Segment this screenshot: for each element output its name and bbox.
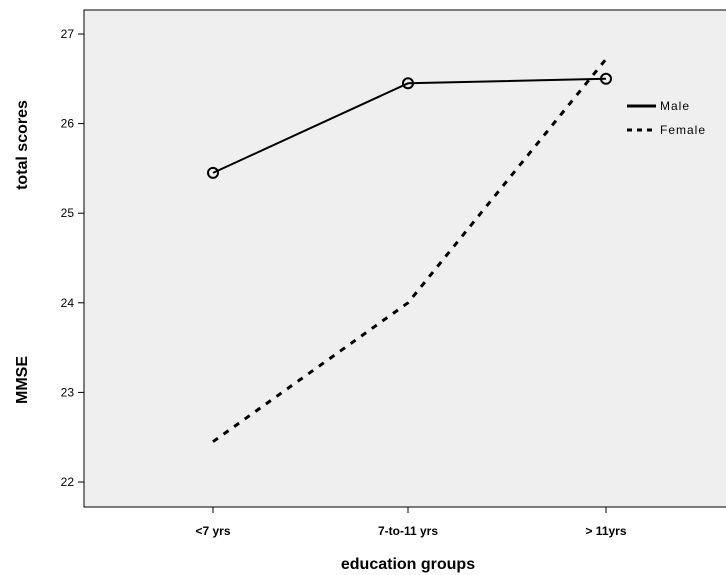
y-tick-label: 25 xyxy=(61,206,75,220)
legend-label-male: Male xyxy=(660,99,690,113)
y-tick-label: 27 xyxy=(61,27,75,41)
y-tick-label: 22 xyxy=(61,475,75,489)
y-tick-label: 26 xyxy=(61,117,75,131)
x-tick-label: > 11yrs xyxy=(585,524,626,538)
x-tick-label: 7-to-11 yrs xyxy=(378,524,438,538)
y-axis-title-mmse: MMSE xyxy=(14,356,31,404)
y-axis-title-total-scores: total scores xyxy=(14,100,31,190)
x-axis-title: education groups xyxy=(341,556,475,573)
x-tick-label: <7 yrs xyxy=(195,524,230,538)
y-tick-label: 23 xyxy=(61,385,75,399)
x-axis: <7 yrs 7-to-11 yrs > 11yrs xyxy=(195,507,626,538)
y-axis: 22 23 24 25 26 27 xyxy=(61,27,84,489)
legend-label-female: Female xyxy=(660,123,706,137)
y-tick-label: 24 xyxy=(61,296,75,310)
